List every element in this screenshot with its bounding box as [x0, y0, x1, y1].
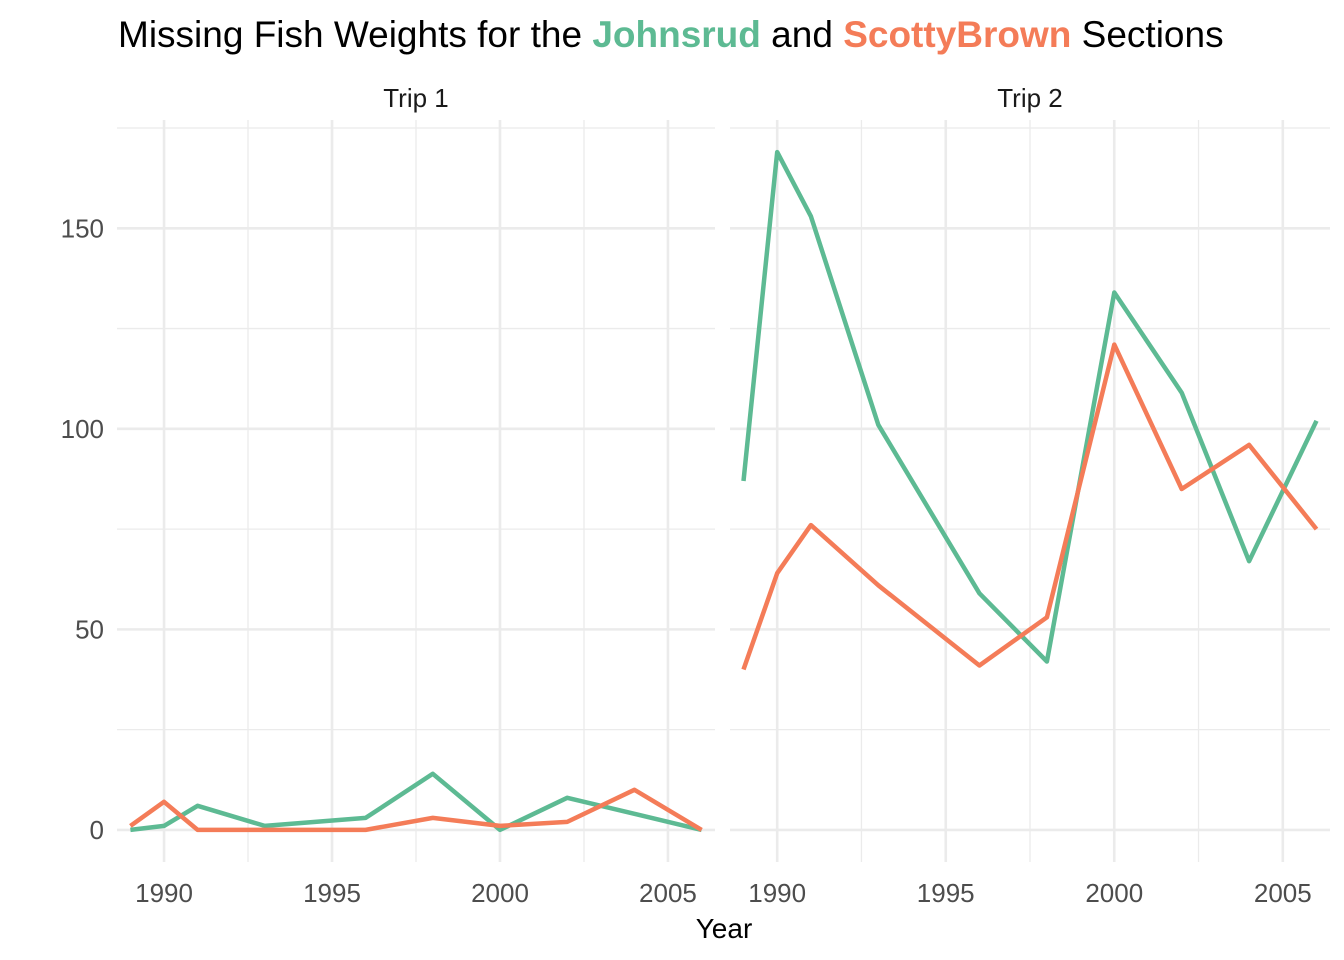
panel-1: Trip 1 1990 1995 2000 2005 0 50 100 150	[61, 83, 715, 908]
title-middle: and	[761, 14, 843, 55]
panel-2: Trip 2 1990 1995 2000 2005	[730, 83, 1330, 908]
y-tick-label: 0	[90, 815, 104, 845]
series-line-johnsrud	[741, 149, 1319, 664]
y-tick-label: 50	[75, 614, 104, 644]
x-tick-label: 1995	[303, 878, 361, 908]
chart-title: Missing Fish Weights for the Johnsrud an…	[118, 14, 1224, 55]
x-tick-label: 2005	[639, 878, 697, 908]
x-tick-label: 2000	[471, 878, 529, 908]
x-tick-label: 1990	[135, 878, 193, 908]
y-tick-label: 150	[61, 213, 104, 243]
title-series-johnsrud: Johnsrud	[592, 14, 761, 55]
y-tick-label: 100	[61, 414, 104, 444]
panel-strip-label: Trip 1	[383, 83, 449, 113]
series-line-scottybrown	[741, 342, 1319, 671]
title-series-scottybrown: ScottyBrown	[843, 14, 1071, 55]
series-line-scottybrown	[129, 787, 703, 833]
x-tick-label: 2005	[1254, 878, 1312, 908]
x-tick-label: 1990	[748, 878, 806, 908]
x-axis-title: Year	[696, 913, 753, 944]
x-tick-label: 2000	[1085, 878, 1143, 908]
x-tick-label: 1995	[917, 878, 975, 908]
series-line-johnsrud	[130, 771, 703, 833]
title-suffix: Sections	[1071, 14, 1223, 55]
title-prefix: Missing Fish Weights for the	[118, 14, 592, 55]
panel-strip-label: Trip 2	[997, 83, 1063, 113]
